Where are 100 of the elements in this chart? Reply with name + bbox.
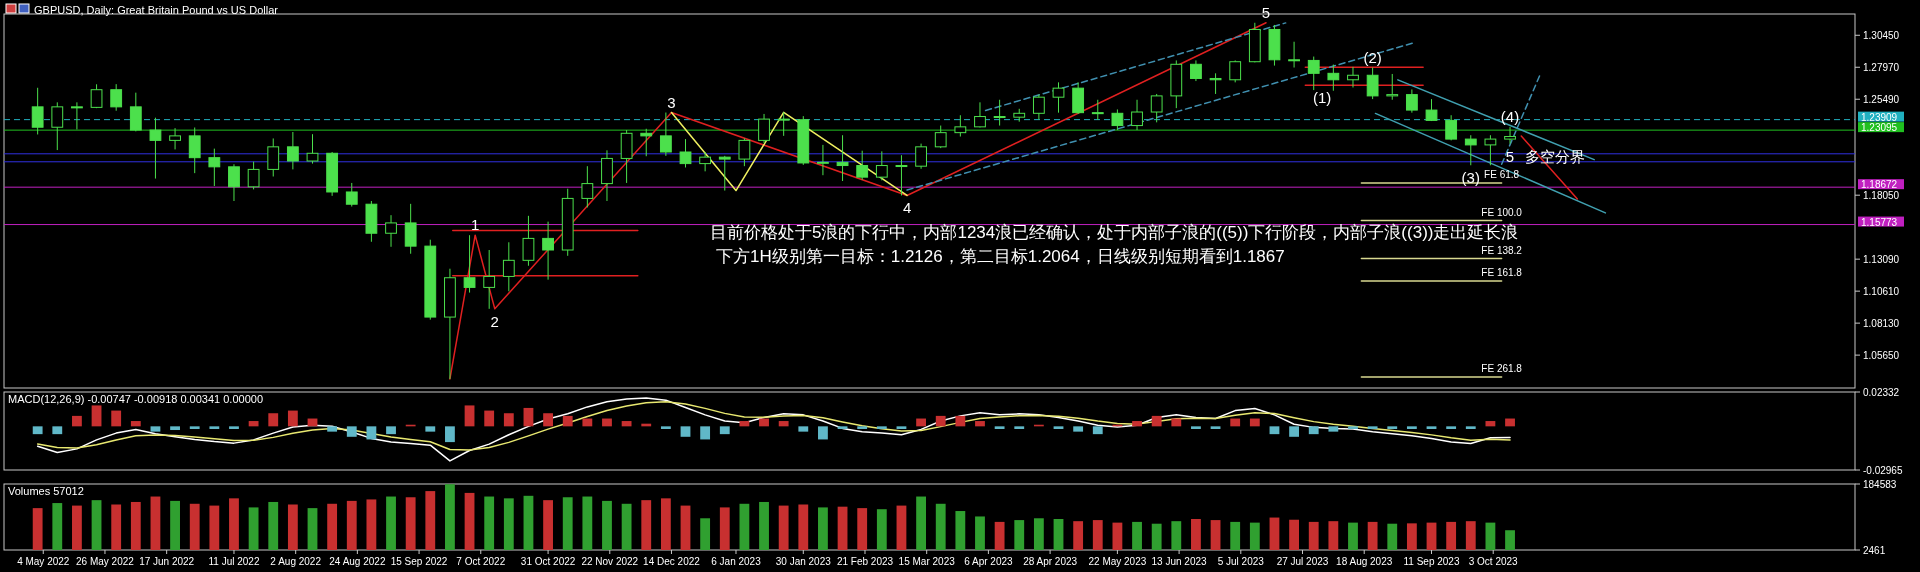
candlestick xyxy=(1307,56,1320,91)
candlestick xyxy=(208,148,221,187)
x-tick-label: 21 Feb 2023 xyxy=(836,556,894,567)
bar xyxy=(523,495,534,550)
bar xyxy=(660,498,671,550)
candlestick xyxy=(345,182,358,208)
bar xyxy=(32,426,43,435)
candlestick xyxy=(306,133,319,165)
bar xyxy=(1328,521,1339,550)
candlestick xyxy=(502,241,515,292)
x-tick-label: 14 Dec 2022 xyxy=(643,556,701,567)
bar xyxy=(229,498,239,550)
candlestick xyxy=(71,101,83,130)
y-tick-label: 1.25490 xyxy=(1863,94,1900,106)
bar xyxy=(268,501,279,550)
bar xyxy=(1151,415,1162,427)
bar xyxy=(798,426,809,432)
candlestick xyxy=(581,165,594,208)
bar xyxy=(366,499,377,550)
bar xyxy=(1446,521,1457,550)
candlestick xyxy=(110,83,123,112)
bar xyxy=(209,505,220,550)
candlestick xyxy=(659,112,672,157)
bar xyxy=(1249,418,1260,427)
bar xyxy=(346,500,357,550)
bar xyxy=(1269,426,1280,435)
bar xyxy=(425,426,436,432)
bar xyxy=(1230,418,1241,427)
bar xyxy=(602,418,612,427)
candlestick xyxy=(1131,99,1143,131)
y-tick-label: 1.10610 xyxy=(1863,286,1900,298)
bar xyxy=(818,426,828,440)
bar xyxy=(1426,426,1437,429)
candlestick xyxy=(1484,134,1497,166)
bar xyxy=(975,421,985,427)
x-tick-label: 6 Jan 2023 xyxy=(711,556,762,567)
bar xyxy=(1151,523,1162,550)
bar xyxy=(150,496,161,550)
candlestick xyxy=(1052,81,1065,114)
candlestick xyxy=(1111,108,1124,131)
candlestick xyxy=(483,249,496,310)
bar xyxy=(1230,521,1241,550)
bar xyxy=(1446,426,1457,429)
bar xyxy=(759,501,769,550)
bar xyxy=(1465,426,1476,429)
annotation: 目前价格处于5浪的下行中，内部1234浪已经确认，处于内部子浪的((5))下行阶段，内部子浪((3))走出延长浪 xyxy=(710,223,1519,242)
bar xyxy=(1191,426,1201,429)
bar xyxy=(1269,517,1280,550)
bar xyxy=(778,421,789,427)
candlestick xyxy=(895,154,908,196)
x-tick-label: 3 Oct 2023 xyxy=(1468,556,1519,567)
bar xyxy=(1053,519,1064,550)
x-tick-label: 13 Jun 2023 xyxy=(1151,556,1208,567)
candlestick xyxy=(542,221,554,281)
y-tick-label: 1.18050 xyxy=(1863,190,1900,202)
line-series xyxy=(670,111,908,197)
annotation: (2) xyxy=(1363,48,1382,66)
x-tick-label: 11 Jul 2022 xyxy=(208,556,260,567)
bar xyxy=(1348,522,1358,550)
bar xyxy=(739,503,750,550)
bar xyxy=(445,426,455,443)
x-tick-label: 5 Jul 2023 xyxy=(1217,556,1265,567)
y-tick-label: -0.02965 xyxy=(1863,465,1903,476)
bar xyxy=(1092,520,1103,550)
bar xyxy=(1014,426,1025,429)
candlestick xyxy=(129,92,142,132)
annotation: 5 xyxy=(1261,3,1271,21)
x-tick-label: 26 May 2022 xyxy=(76,556,135,567)
x-tick-label: 15 Mar 2023 xyxy=(898,556,956,567)
annotation: FE 61.8 xyxy=(1484,168,1520,180)
bar xyxy=(189,503,200,550)
bar xyxy=(1289,426,1299,437)
bar xyxy=(602,500,612,550)
x-tick-label: 7 Oct 2022 xyxy=(456,556,506,567)
bar xyxy=(994,426,1005,429)
candlestick xyxy=(836,134,849,182)
y-tick-label: 1.27970 xyxy=(1863,62,1900,74)
bar xyxy=(1485,522,1496,550)
candlestick xyxy=(993,99,1006,127)
bar xyxy=(1112,522,1123,550)
bar xyxy=(1367,426,1378,429)
y-tick-label: 1.13090 xyxy=(1863,254,1900,266)
bar xyxy=(857,426,868,429)
candlestick xyxy=(679,138,692,168)
bar xyxy=(1132,421,1142,427)
candlestick xyxy=(1464,134,1477,166)
bar xyxy=(1387,523,1398,550)
bar xyxy=(346,426,357,437)
y-tick-label: 1.30450 xyxy=(1863,30,1900,42)
candlestick xyxy=(1091,99,1104,121)
candlestick xyxy=(640,128,653,157)
bar xyxy=(503,498,514,550)
annotation: FE 261.8 xyxy=(1481,362,1523,374)
bar xyxy=(955,511,966,550)
candlestick xyxy=(228,163,240,202)
candlestick xyxy=(404,203,417,255)
bar xyxy=(837,506,848,550)
bar xyxy=(994,521,1005,550)
x-tick-label: 18 Aug 2023 xyxy=(1336,556,1393,567)
bar xyxy=(680,505,691,550)
